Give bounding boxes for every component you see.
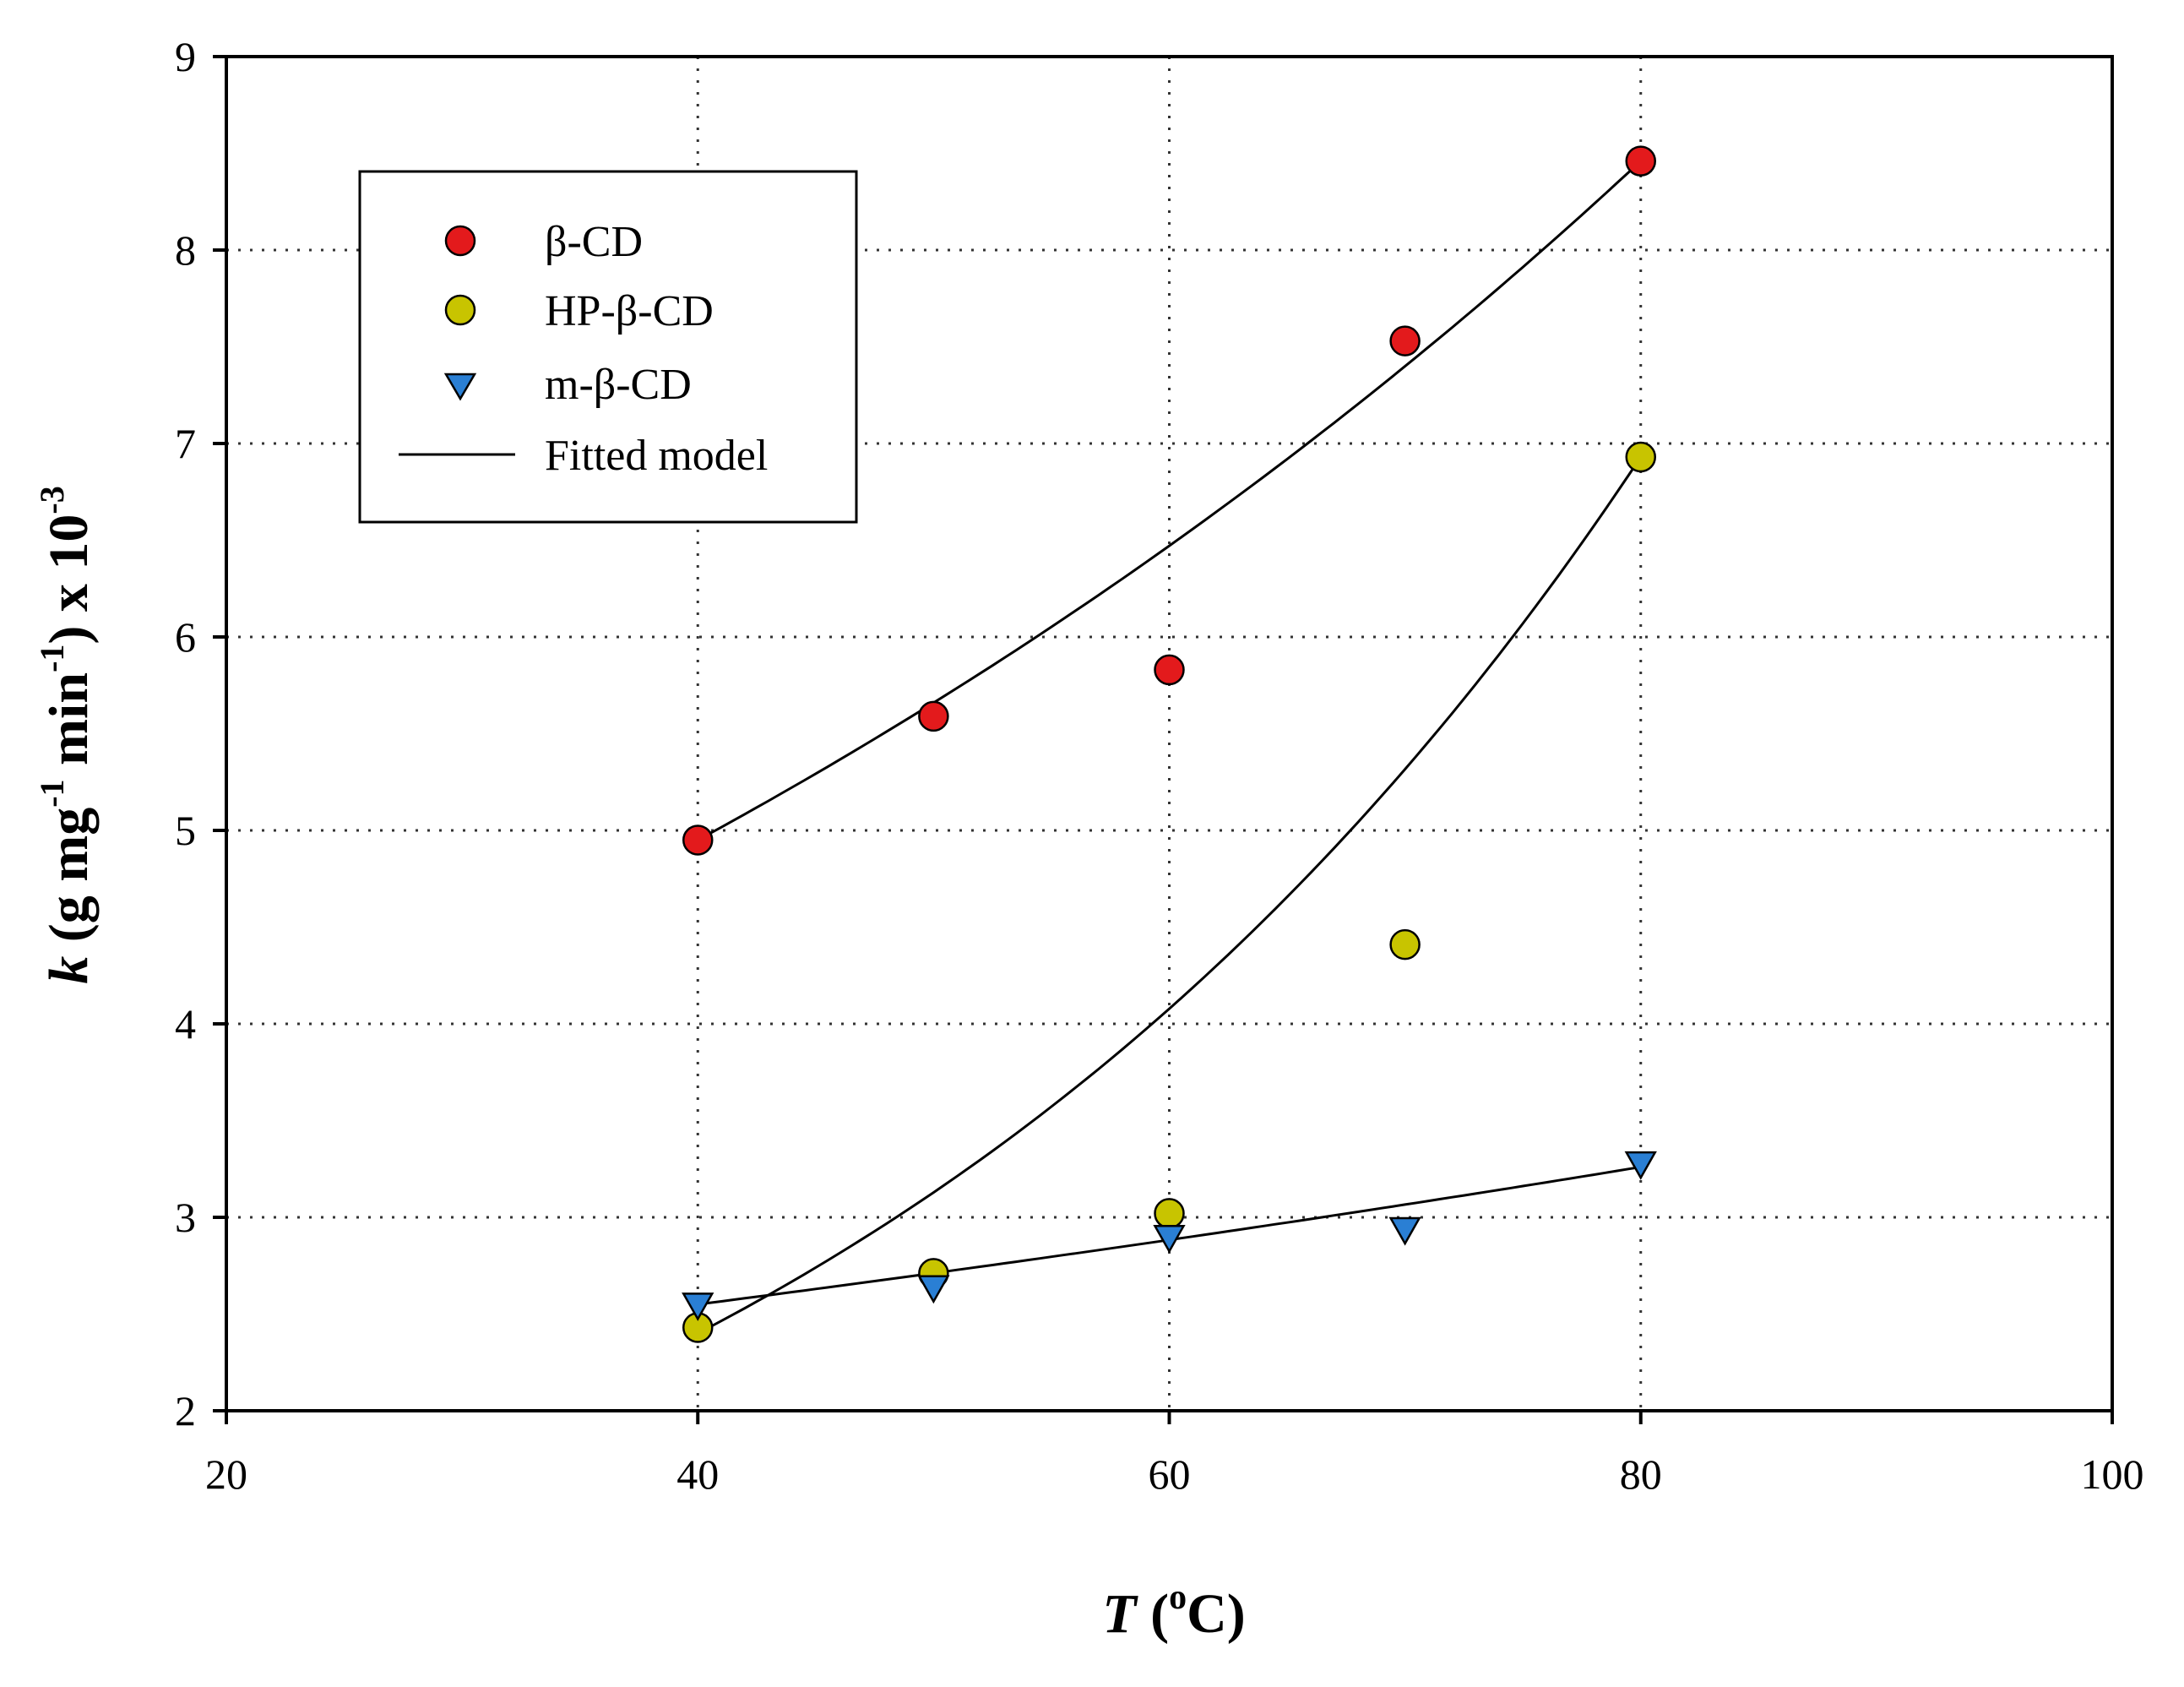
data-point-series0 bbox=[918, 700, 949, 732]
data-point-series2 bbox=[682, 1292, 714, 1321]
data-markers bbox=[682, 145, 1657, 1343]
legend: β-CD HP-β-CD m-β-CD Fitted model bbox=[358, 170, 858, 524]
legend-box bbox=[358, 170, 858, 524]
fit-curve-1 bbox=[697, 456, 1643, 1335]
legend-marker-beta-cd bbox=[444, 225, 476, 257]
legend-entry-fitted-model: Fitted model bbox=[399, 432, 768, 480]
y-tick-label: 4 bbox=[175, 1000, 196, 1048]
x-tick-label: 60 bbox=[1149, 1450, 1191, 1498]
x-axis-title: T (oC) bbox=[1102, 1578, 1245, 1645]
data-point-series2 bbox=[917, 1275, 950, 1304]
data-point-series0 bbox=[1625, 145, 1656, 177]
data-point-series1 bbox=[1625, 441, 1656, 473]
y-tick-label: 9 bbox=[175, 33, 196, 80]
y-axis-title: k (g mg-1 min-1) x 10-3 bbox=[33, 486, 100, 983]
legend-entry-m-beta-cd: m-β-CD bbox=[443, 361, 692, 409]
x-tick-label: 40 bbox=[676, 1450, 719, 1498]
x-tick-label: 80 bbox=[1620, 1450, 1662, 1498]
y-tick-label: 8 bbox=[175, 226, 196, 274]
data-point-series1 bbox=[1154, 1198, 1185, 1229]
y-tick-label: 7 bbox=[175, 420, 196, 467]
fit-curve-0 bbox=[697, 160, 1642, 841]
y-tick-label: 5 bbox=[175, 807, 196, 854]
legend-label-fitted-model: Fitted model bbox=[545, 432, 768, 480]
data-point-series0 bbox=[682, 824, 714, 856]
legend-entry-hp-beta-cd: HP-β-CD bbox=[444, 287, 714, 335]
data-point-series0 bbox=[1154, 654, 1185, 686]
y-tick-label: 2 bbox=[175, 1387, 196, 1434]
x-tick-label: 20 bbox=[205, 1450, 247, 1498]
x-tick-label: 100 bbox=[2081, 1450, 2144, 1498]
y-tick-label: 6 bbox=[175, 613, 196, 661]
legend-label-beta-cd: β-CD bbox=[545, 218, 643, 266]
data-point-series0 bbox=[1389, 325, 1421, 356]
data-point-series2 bbox=[1153, 1224, 1186, 1254]
legend-marker-hp-beta-cd bbox=[444, 294, 476, 326]
data-point-series2 bbox=[1624, 1151, 1657, 1180]
data-point-series2 bbox=[1388, 1216, 1421, 1246]
y-tick-label: 3 bbox=[175, 1194, 196, 1241]
legend-label-hp-beta-cd: HP-β-CD bbox=[545, 287, 714, 335]
legend-marker-m-beta-cd bbox=[443, 373, 477, 401]
legend-entry-beta-cd: β-CD bbox=[444, 218, 643, 266]
data-point-series1 bbox=[1389, 928, 1421, 961]
axis-ticks: 2 3 4 5 6 7 8 9 20 40 60 80 100 bbox=[175, 33, 2144, 1498]
legend-label-m-beta-cd: m-β-CD bbox=[545, 361, 692, 409]
